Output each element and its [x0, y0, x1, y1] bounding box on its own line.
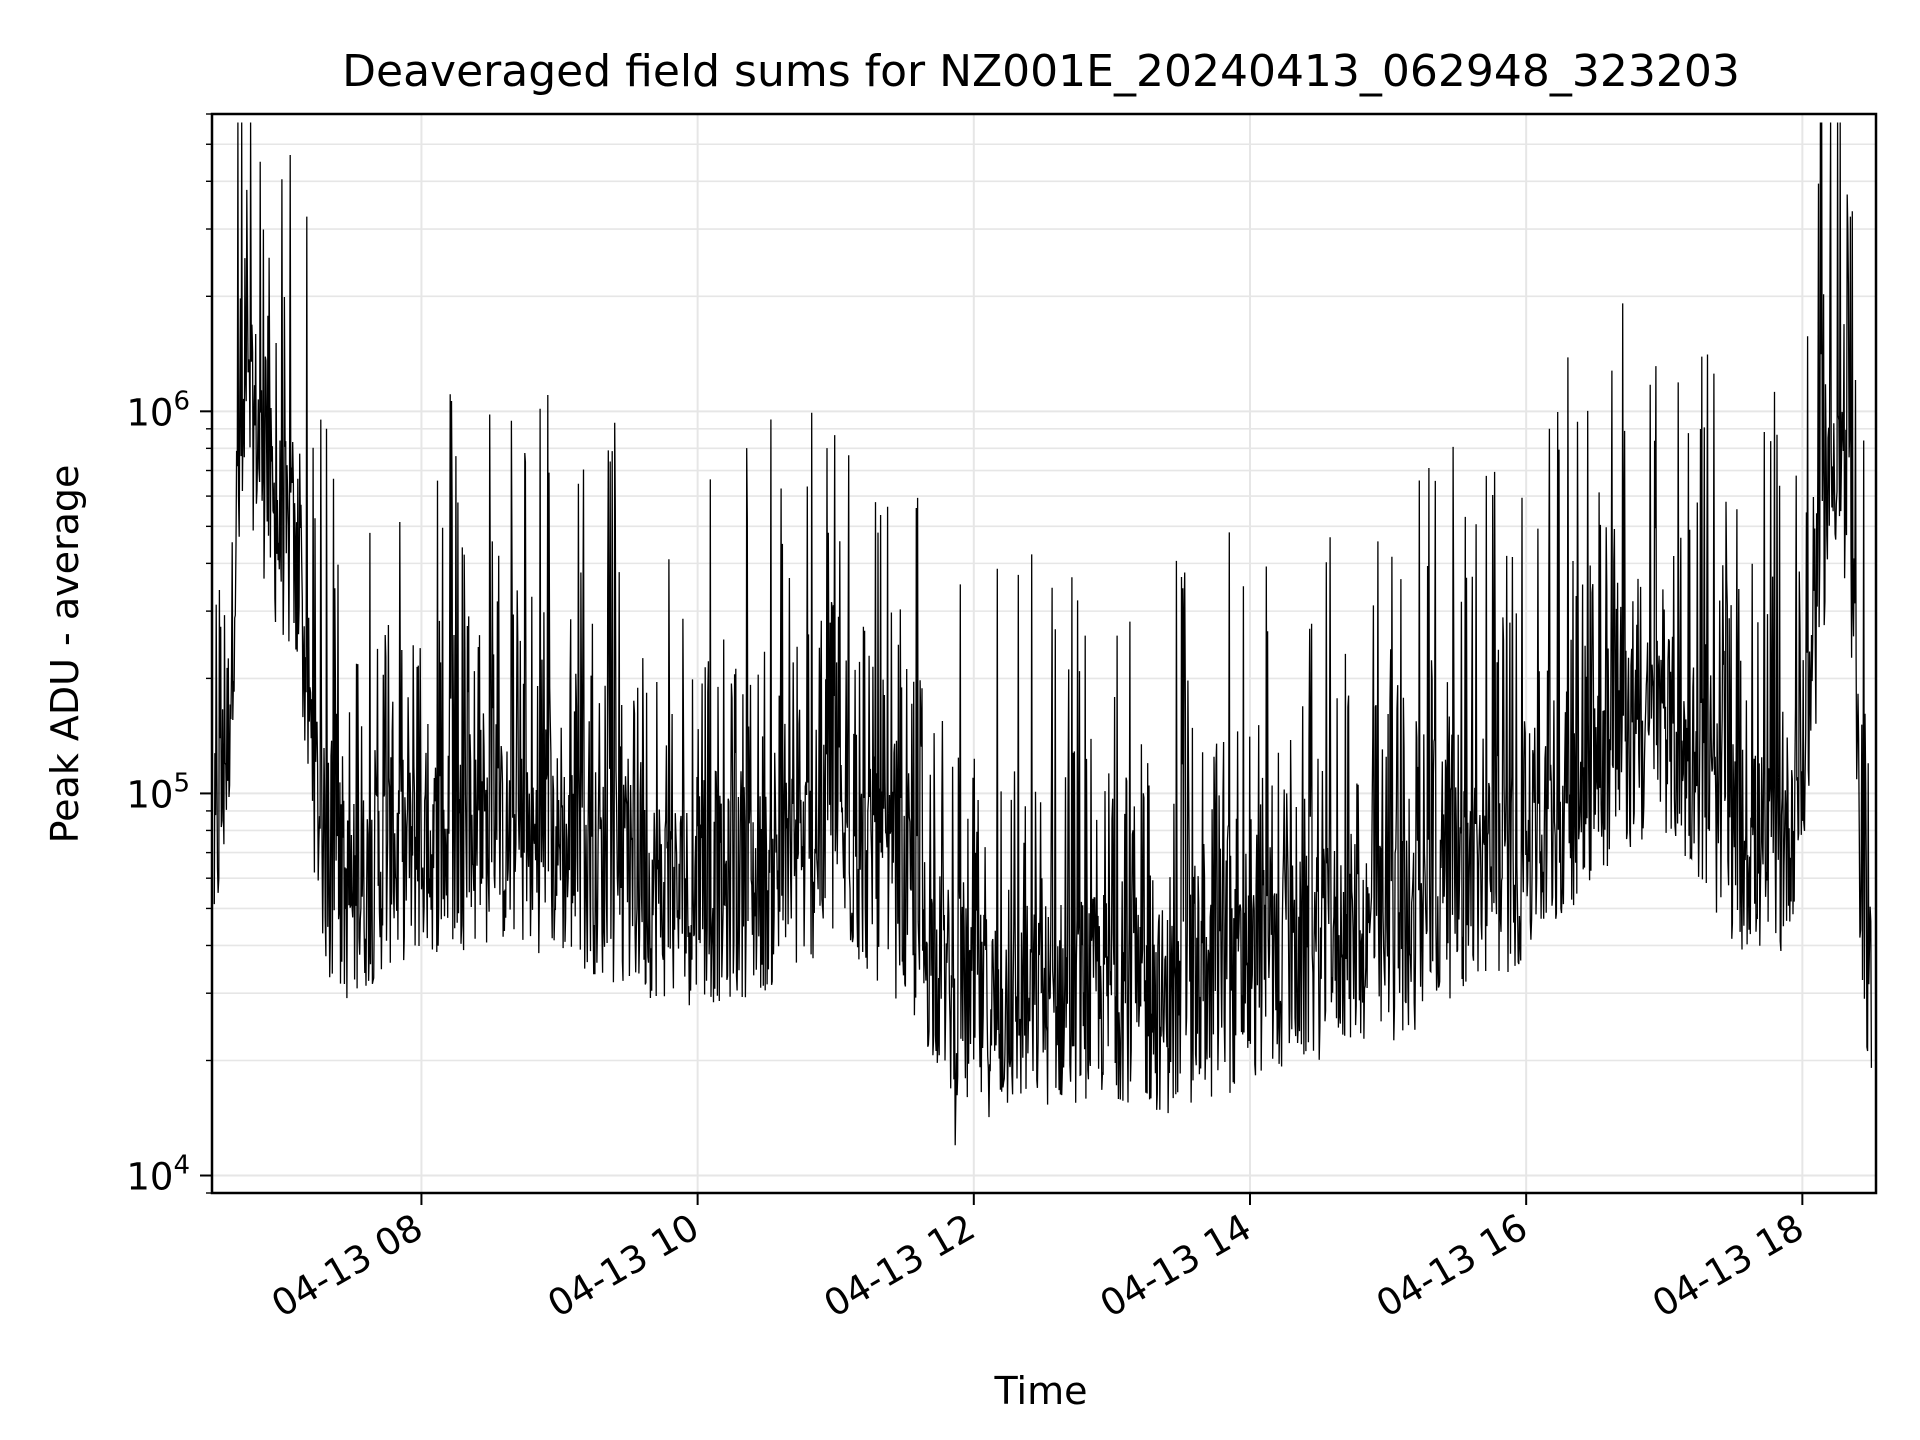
data-series: [213, 122, 1873, 1146]
chart-title: Deaveraged field sums for NZ001E_2024041…: [342, 46, 1740, 97]
y-axis: 104 105 106: [126, 113, 212, 1199]
y-tick-label: 104: [126, 1151, 190, 1199]
x-axis-label: Time: [994, 1369, 1088, 1413]
y-tick-label: 106: [126, 386, 190, 434]
y-axis-label: Peak ADU - average: [43, 465, 87, 844]
series-line: [213, 122, 1873, 1146]
y-tick-label: 105: [126, 768, 190, 816]
plot-frame: [210, 112, 1878, 1195]
